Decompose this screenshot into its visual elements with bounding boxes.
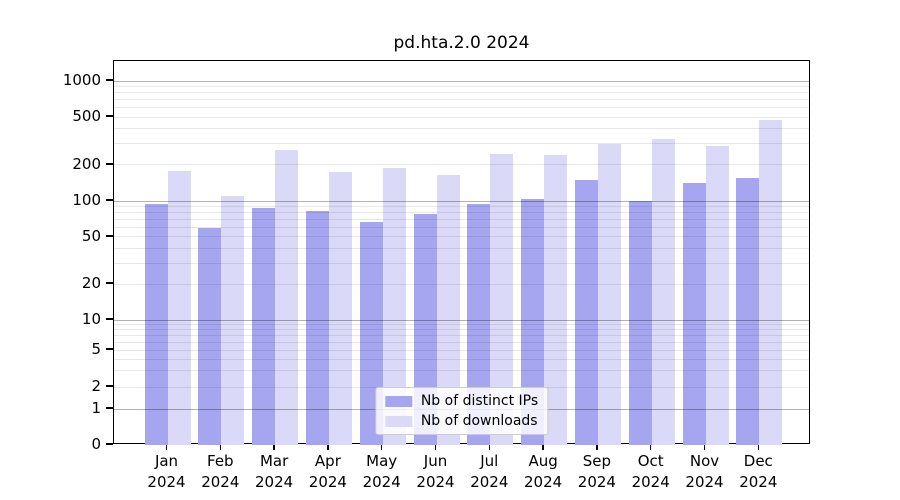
bar-distinct-ips [198, 228, 222, 445]
y-tick-mark [106, 115, 113, 117]
y-tick-label: 200 [72, 154, 101, 173]
bar-distinct-ips [682, 183, 706, 445]
gridline-minor [114, 128, 809, 130]
x-tick-label: May 2024 [362, 452, 401, 491]
gridline-minor [114, 85, 809, 87]
legend: Nb of distinct IPs Nb of downloads [374, 387, 549, 435]
legend-item-downloads: Nb of downloads [384, 413, 538, 429]
gridline-minor [114, 107, 809, 109]
bar-downloads [759, 120, 783, 445]
bar-distinct-ips [305, 210, 329, 445]
bar-downloads [490, 154, 514, 445]
y-tick-label: 50 [81, 226, 101, 245]
bar-distinct-ips [144, 204, 168, 445]
x-tick-label: Sep 2024 [577, 452, 616, 491]
y-tick-label: 2 [91, 377, 101, 395]
bar-downloads [275, 150, 299, 445]
bar-downloads [382, 167, 406, 445]
x-tick-mark [650, 444, 652, 450]
y-tick-mark [106, 199, 113, 201]
legend-label-downloads: Nb of downloads [420, 413, 538, 429]
legend-swatch-downloads [384, 415, 412, 427]
legend-item-distinct-ips: Nb of distinct IPs [384, 393, 539, 409]
y-tick-label: 1000 [62, 71, 101, 89]
gridline-minor [114, 143, 809, 145]
y-tick-mark [106, 282, 113, 284]
plot-area: Nb of distinct IPs Nb of downloads [113, 60, 810, 445]
x-tick-mark [703, 444, 706, 450]
x-tick-label: Jan 2024 [147, 452, 186, 491]
y-tick-label: 20 [81, 274, 101, 293]
bar-downloads [651, 138, 675, 445]
y-tick-mark [106, 385, 113, 387]
gridline-major [114, 80, 809, 82]
y-tick-mark [106, 443, 113, 445]
bar-downloads [328, 171, 352, 445]
bar-distinct-ips [467, 204, 491, 445]
y-tick-label: 5 [91, 340, 101, 358]
x-tick-label: Dec 2024 [739, 452, 778, 491]
legend-label-distinct-ips: Nb of distinct IPs [420, 393, 539, 409]
x-tick-label: Mar 2024 [255, 452, 294, 491]
y-tick-mark [106, 163, 113, 165]
gridline-minor [114, 116, 809, 118]
x-tick-label: Aug 2024 [524, 452, 563, 491]
y-tick-label: 10 [81, 310, 101, 328]
y-tick-label: 500 [72, 107, 101, 126]
bar-distinct-ips [521, 198, 545, 445]
y-tick-mark [106, 318, 113, 320]
x-tick-mark [542, 444, 544, 450]
y-tick-mark [106, 79, 113, 81]
x-tick-mark [381, 444, 383, 450]
x-tick-mark [165, 444, 168, 450]
y-tick-mark [106, 348, 113, 350]
x-tick-label: Nov 2024 [685, 452, 724, 491]
x-tick-mark [488, 444, 490, 450]
bar-downloads [705, 145, 729, 445]
gridline-minor [114, 92, 809, 94]
bar-downloads [436, 174, 460, 445]
y-tick-label: 100 [72, 191, 101, 209]
bar-distinct-ips [574, 179, 598, 445]
y-tick-label: 1 [91, 399, 101, 417]
x-tick-label: Jul 2024 [470, 452, 509, 491]
bar-downloads [544, 155, 568, 445]
x-tick-label: Oct 2024 [631, 452, 670, 491]
x-tick-mark [327, 444, 329, 450]
gridline-minor [114, 99, 809, 101]
bar-downloads [597, 143, 621, 445]
bar-downloads [221, 196, 245, 445]
x-tick-label: Jun 2024 [416, 452, 455, 491]
y-tick-label: 0 [91, 435, 101, 453]
bar-downloads [167, 170, 191, 445]
bar-distinct-ips [252, 207, 276, 445]
x-tick-mark [434, 444, 437, 450]
x-tick-mark [596, 444, 598, 450]
bar-distinct-ips [736, 178, 760, 445]
x-tick-mark [219, 444, 221, 450]
x-tick-mark [757, 444, 759, 450]
y-tick-mark [106, 407, 113, 409]
x-tick-label: Feb 2024 [201, 452, 240, 491]
legend-swatch-distinct-ips [384, 395, 412, 407]
x-tick-label: Apr 2024 [308, 452, 347, 491]
chart-title: pd.hta.2.0 2024 [393, 33, 530, 53]
bar-distinct-ips [628, 201, 652, 445]
y-tick-mark [106, 235, 113, 237]
x-tick-mark [273, 444, 275, 450]
